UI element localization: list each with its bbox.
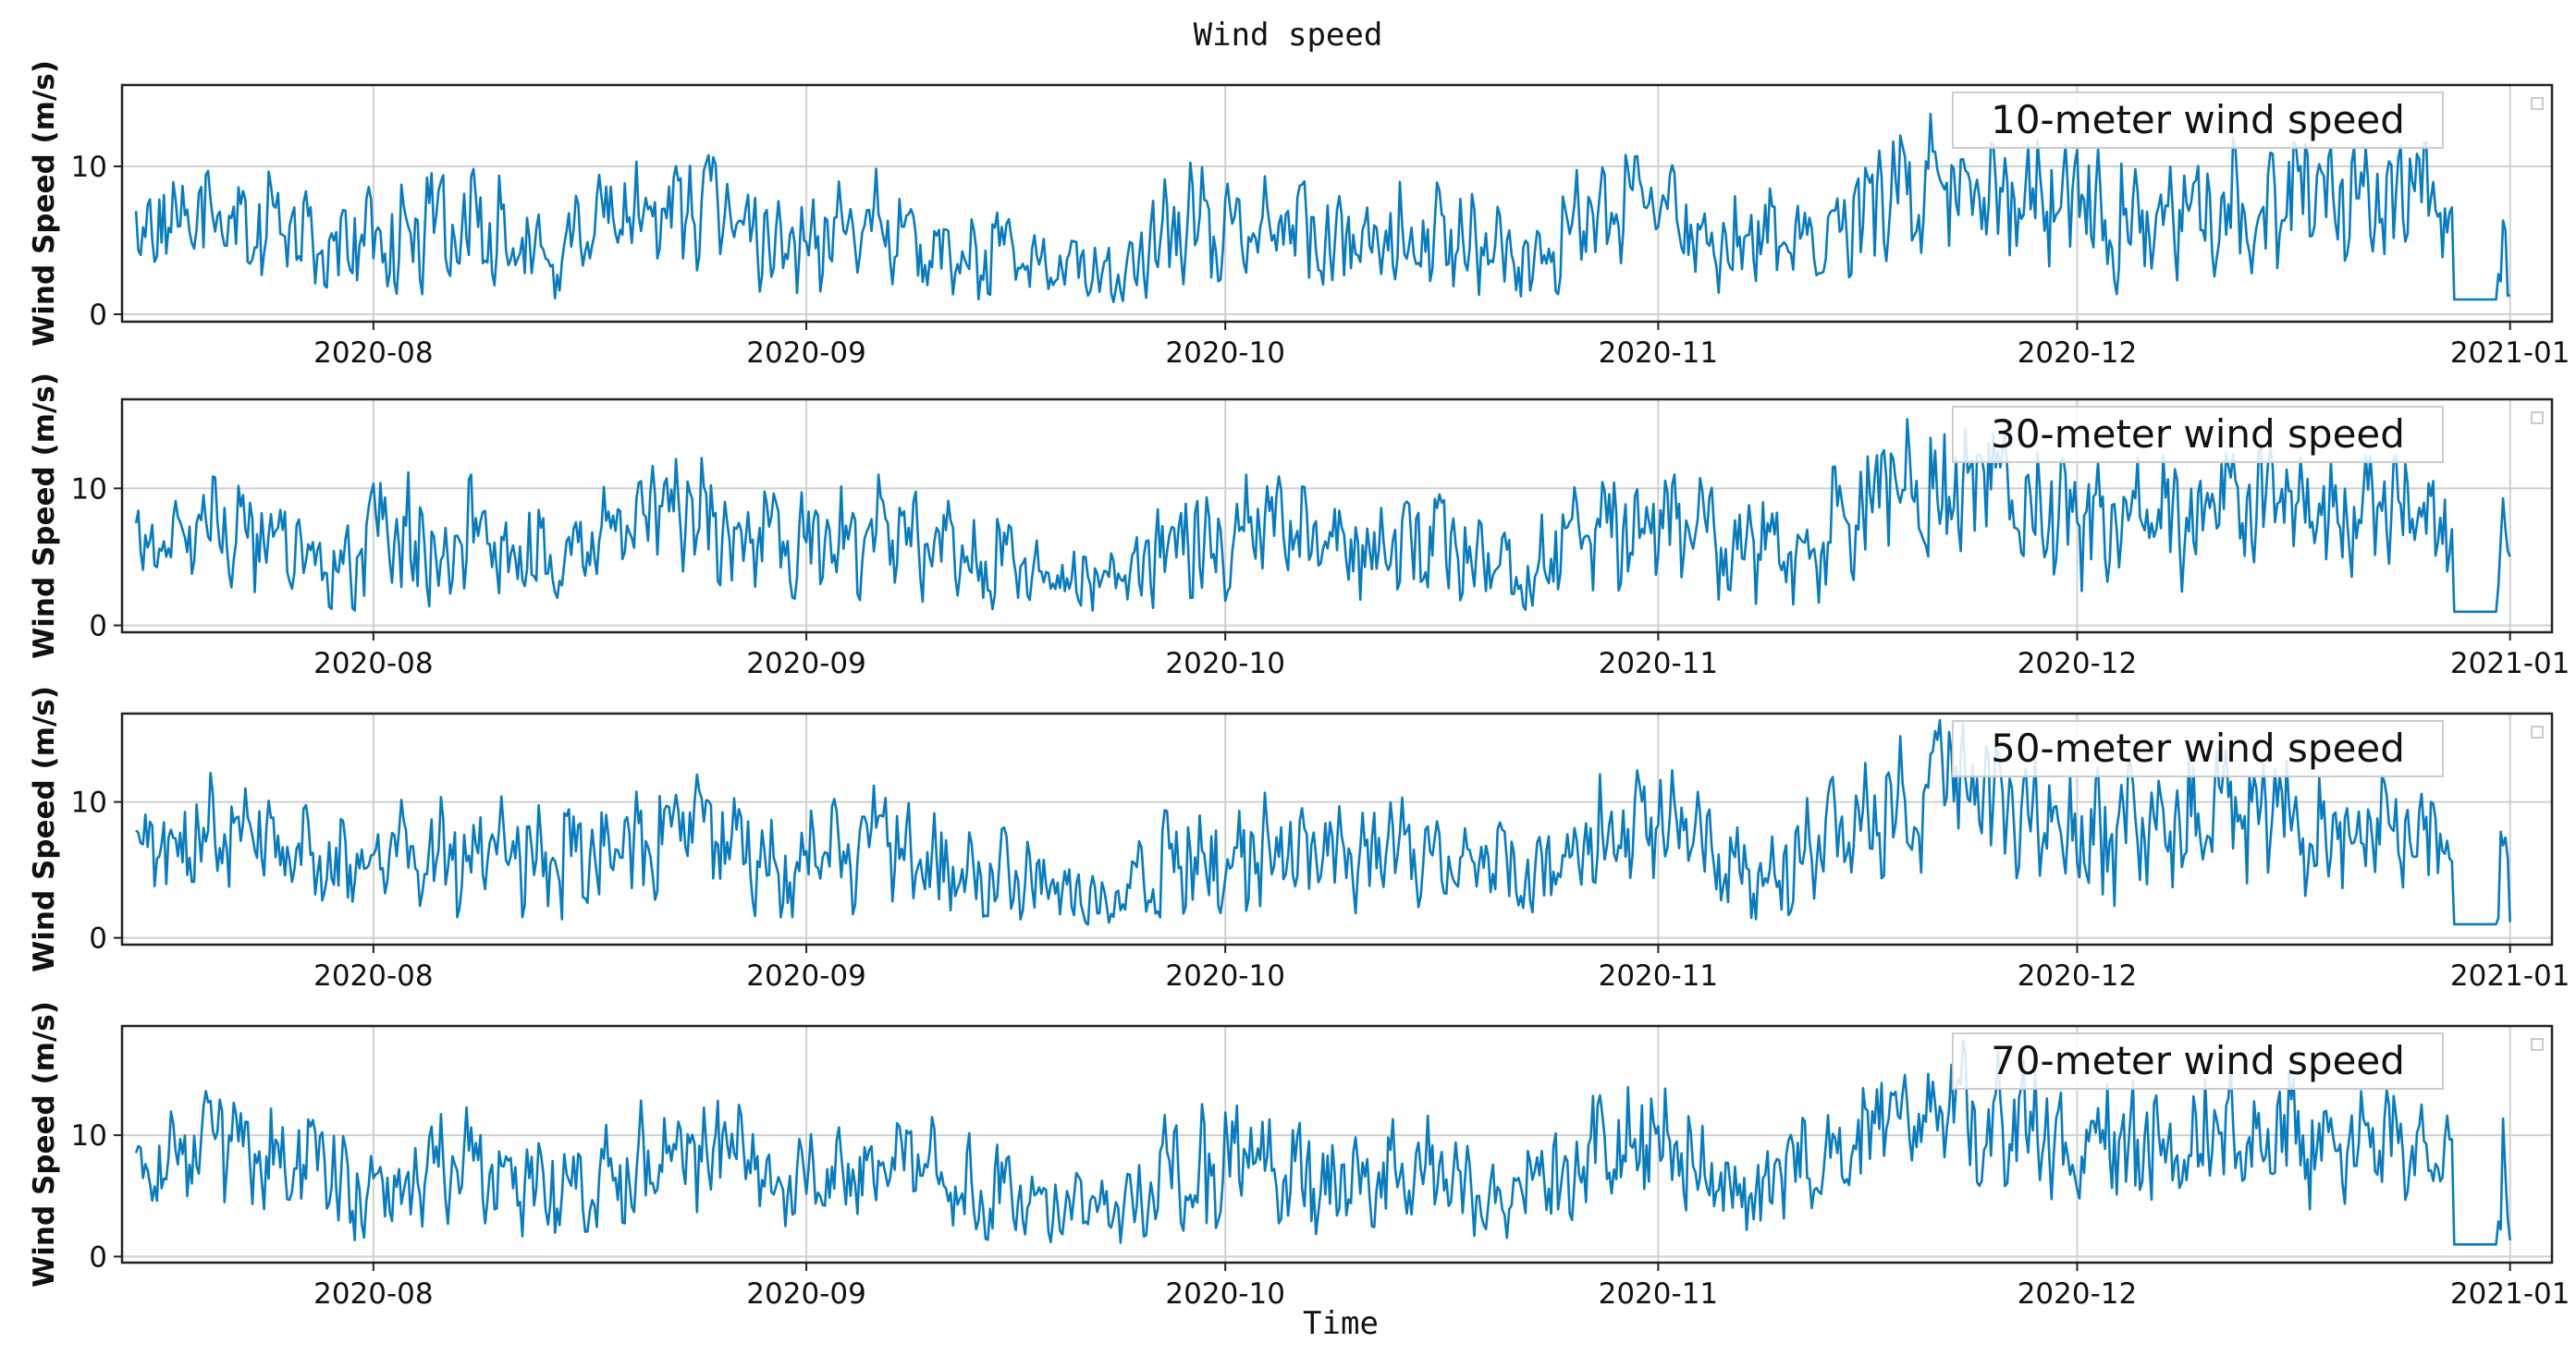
series-line-2 [134,418,2511,614]
x-tick-label: 2020-10 [1165,959,1285,993]
x-tick-label: 2020-12 [2018,1277,2138,1311]
x-tick-label: 2020-10 [1165,336,1285,370]
x-tick-label: 2020-12 [2018,336,2138,370]
axes-frame [120,1024,2554,1264]
legend-marker [2531,1038,2544,1051]
series-line-1 [134,112,2510,304]
legend-label: 10-meter wind speed [1991,97,2405,142]
axes-frame [120,397,2554,634]
y-axis-label: Wind Speed (m/s) [28,60,61,347]
legend-box [1952,92,2444,149]
x-tick-label: 2020-09 [746,1277,866,1311]
legend-label: 70-meter wind speed [1991,1038,2405,1083]
y-axis-label: Wind Speed (m/s) [28,373,61,659]
x-tick-label: 2021-01 [2450,336,2570,370]
legend-marker [2531,411,2544,424]
x-tick-label: 2020-12 [2018,647,2138,680]
figure-x-axis-label: Time [1303,1305,1379,1342]
legend-label: 50-meter wind speed [1991,726,2405,771]
x-tick-label: 2020-08 [313,336,434,370]
y-tick-label: 10 [71,472,107,506]
y-tick-label: 10 [71,1119,107,1153]
x-tick-label: 2020-11 [1599,1277,1719,1311]
legend-marker [2531,726,2544,739]
subplot-2: 2020-08 2020-09 2020-10 2020-11 2020-12 2021-… [28,373,2570,680]
y-tick-label: 10 [71,151,107,184]
y-tick-label: 0 [89,922,107,956]
x-tick-label: 2020-09 [746,959,866,993]
x-tick-label: 2020-08 [313,1277,434,1311]
figure-title: Wind speed [1193,17,1383,54]
y-tick-label: 0 [89,610,107,643]
legend-box [1952,406,2444,463]
subplot-1: 2020-08 2020-09 2020-10 2020-11 2020-12 2021-… [28,60,2570,370]
axes-frame [120,712,2554,947]
axes-frame [120,83,2554,324]
y-tick-label: 10 [71,787,107,820]
x-tick-label: 2020-08 [313,959,434,993]
legend-marker [2531,97,2544,110]
y-axis-label: Wind Speed (m/s) [28,686,61,972]
y-tick-label: 0 [89,1240,107,1274]
x-tick-label: 2020-08 [313,647,434,680]
subplot-3: 2020-08 2020-09 2020-10 2020-11 2020-12 2021-… [28,686,2570,993]
x-tick-label: 2020-09 [746,647,866,680]
legend-box [1952,1032,2444,1090]
x-tick-label: 2021-01 [2450,647,2570,680]
series-line-3 [135,718,2511,926]
legend-label: 30-meter wind speed [1991,411,2405,457]
y-axis-label: Wind Speed (m/s) [28,1001,61,1288]
x-tick-label: 2021-01 [2450,1277,2570,1311]
x-tick-label: 2020-12 [2018,959,2138,993]
series-line-4 [134,1039,2511,1246]
x-tick-label: 2020-11 [1599,647,1719,680]
legend-box [1952,720,2444,777]
x-tick-label: 2020-11 [1599,336,1719,370]
x-tick-label: 2020-10 [1165,1277,1285,1311]
x-tick-label: 2020-11 [1599,959,1719,993]
x-tick-label: 2020-10 [1165,647,1285,680]
x-tick-label: 2020-09 [746,336,866,370]
subplot-4: 2020-08 2020-09 2020-10 2020-11 2020-12 2021-… [28,1001,2570,1311]
y-tick-label: 0 [89,299,107,332]
x-tick-label: 2021-01 [2450,959,2570,993]
